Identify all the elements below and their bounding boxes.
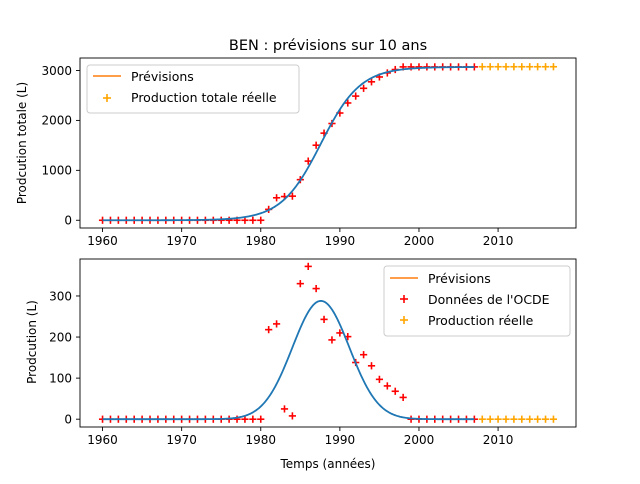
bottom-ocde-point xyxy=(359,351,368,359)
top-ocde-point xyxy=(312,141,320,149)
bottom-reel-point xyxy=(541,415,550,423)
bottom-legend-ocde-label: Données de l'OCDE xyxy=(428,292,550,307)
bottom-xtick-label: 2010 xyxy=(483,433,514,447)
bottom-chart: Prodcution (L) Temps (années) 1960 1970 19… xyxy=(25,258,577,471)
bottom-ocde-point xyxy=(296,280,304,288)
top-legend-forecast-label: Prévisions xyxy=(131,69,194,84)
bottom-xtick-label: 1970 xyxy=(166,433,197,447)
top-legend-reel-label: Production totale réelle xyxy=(131,90,277,105)
top-ocde-point xyxy=(359,84,368,92)
bottom-chart-ylabel: Prodcution (L) xyxy=(25,300,39,384)
top-ocde-point xyxy=(272,194,281,202)
top-xtick-label: 1980 xyxy=(245,234,276,248)
top-legend-reel-swatch xyxy=(103,94,111,102)
top-ocde-point xyxy=(257,216,265,224)
top-ocde-point xyxy=(352,92,360,100)
bottom-reel-point xyxy=(478,415,486,423)
top-ocde-point xyxy=(344,99,352,107)
top-reel-point xyxy=(534,63,542,71)
bottom-ocde-point xyxy=(312,284,320,293)
top-ytick-label: 2000 xyxy=(41,114,72,128)
top-ytick-label: 0 xyxy=(64,214,72,228)
bottom-reel-point xyxy=(510,415,518,423)
bottom-ytick-label: 200 xyxy=(49,330,72,344)
bottom-legend-forecast-label: Prévisions xyxy=(428,271,491,286)
top-reel-point xyxy=(510,63,518,71)
bottom-legend-ocde-swatch xyxy=(400,295,408,303)
bottom-ocde-point xyxy=(391,387,399,395)
top-chart-title: BEN : prévisions sur 10 ans xyxy=(229,38,427,54)
bottom-ocde-point xyxy=(249,415,257,423)
top-reel-point xyxy=(494,63,502,71)
bottom-legend-reel-swatch xyxy=(400,316,408,324)
top-reel-point xyxy=(526,63,534,71)
bottom-chart-xlabel: Temps (années) xyxy=(280,457,376,471)
bottom-ocde-point xyxy=(272,320,281,328)
top-xtick-label: 1960 xyxy=(87,234,118,248)
bottom-legend-reel-label: Production réelle xyxy=(428,313,534,328)
bottom-reel-point xyxy=(486,415,494,423)
bottom-ocde-point xyxy=(280,405,289,413)
bottom-legend-frame xyxy=(383,265,571,337)
bottom-reel-point xyxy=(534,415,542,423)
top-xtick-label: 2010 xyxy=(483,234,514,248)
bottom-ocde-point xyxy=(328,336,336,344)
top-reel-point xyxy=(478,63,486,71)
bottom-chart-frame xyxy=(79,258,577,428)
bottom-ocde-point xyxy=(320,315,328,323)
bottom-ocde-point xyxy=(336,329,344,337)
bottom-xtick-label: 1990 xyxy=(325,433,356,447)
bottom-ocde-point xyxy=(288,412,297,420)
top-fit-curve xyxy=(102,66,475,222)
top-xtick-label: 1970 xyxy=(166,234,197,248)
top-reel-point xyxy=(502,63,510,71)
top-ocde-point xyxy=(367,78,376,86)
top-ocde-point xyxy=(288,192,297,200)
bottom-chart-marks xyxy=(98,262,558,423)
bottom-ocde-point xyxy=(375,375,384,383)
top-chart: BEN : prévisions sur 10 ans Prodcution t… xyxy=(15,38,577,248)
top-ocde-point xyxy=(249,216,257,224)
bottom-fit-curve xyxy=(102,299,475,421)
top-legend-frame xyxy=(86,64,300,114)
top-chart-ticks: 1960 1970 1980 1990 2000 2010 0 1000 2000 3000 xyxy=(41,64,513,248)
bottom-chart-ticks: 1960 1970 1980 1990 2000 2010 0 100 200 300 xyxy=(49,289,513,447)
bottom-reel-point xyxy=(502,415,510,423)
bottom-ocde-point xyxy=(399,393,407,402)
top-ytick-label: 1000 xyxy=(41,164,72,178)
top-chart-marks xyxy=(98,63,558,224)
bottom-ytick-label: 300 xyxy=(49,289,72,303)
top-reel-point xyxy=(518,63,526,71)
top-reel-point xyxy=(549,63,558,71)
bottom-ytick-label: 100 xyxy=(49,371,72,385)
bottom-reel-point xyxy=(518,415,526,423)
top-xtick-label: 2000 xyxy=(404,234,435,248)
top-ocde-point xyxy=(225,216,233,224)
bottom-ocde-point xyxy=(265,326,273,334)
bottom-ocde-point xyxy=(304,262,312,270)
bottom-ocde-point xyxy=(257,415,265,423)
bottom-ocde-point xyxy=(383,382,391,390)
top-xtick-label: 1990 xyxy=(325,234,356,248)
bottom-reel-point xyxy=(494,415,502,423)
top-ocde-point xyxy=(304,157,312,165)
bottom-ocde-point xyxy=(367,362,376,370)
bottom-reel-point xyxy=(549,415,558,423)
bottom-ocde-point xyxy=(241,415,249,423)
bottom-xtick-label: 1960 xyxy=(87,433,118,447)
top-chart-frame xyxy=(79,57,577,229)
top-chart-legend: Prévisions Production totale réelle xyxy=(86,64,300,114)
bottom-xtick-label: 1980 xyxy=(245,433,276,447)
bottom-xtick-label: 2000 xyxy=(404,433,435,447)
top-ocde-point xyxy=(415,63,423,71)
top-chart-ylabel: Prodcution totale (L) xyxy=(15,82,29,204)
top-reel-point xyxy=(541,63,550,71)
top-ytick-label: 3000 xyxy=(41,64,72,78)
bottom-reel-point xyxy=(526,415,534,423)
bottom-chart-legend: Prévisions Données de l'OCDE Production … xyxy=(383,265,571,337)
bottom-ytick-label: 0 xyxy=(64,412,72,426)
top-reel-point xyxy=(486,63,494,71)
